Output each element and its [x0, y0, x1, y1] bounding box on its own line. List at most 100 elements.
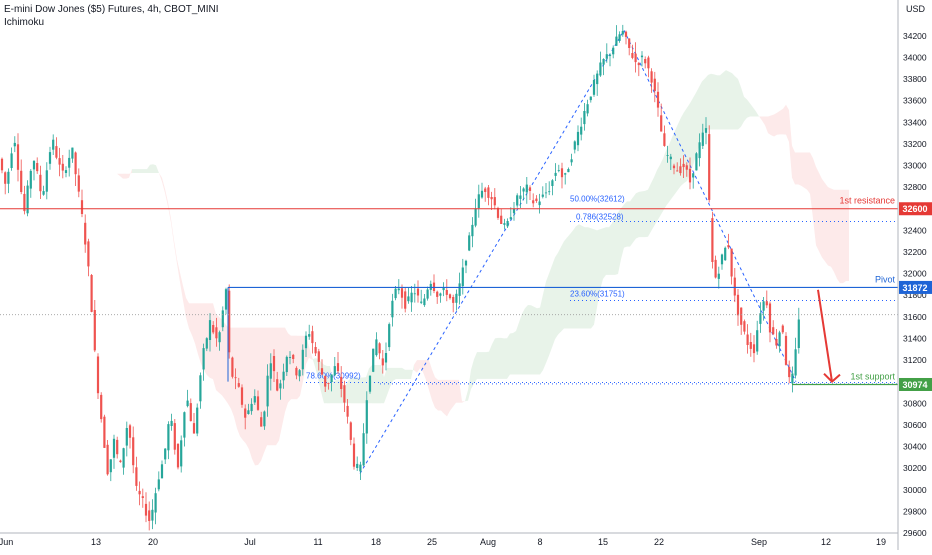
cloud-segment [345, 381, 348, 404]
cloud-segment [825, 183, 828, 266]
cloud-segment [660, 158, 663, 217]
cloud-segment [783, 104, 786, 135]
cloud-segment [126, 173, 129, 179]
cloud-segment [531, 305, 534, 375]
price-badge [899, 377, 932, 391]
candle-body [708, 134, 711, 200]
cloud-segment [504, 338, 507, 379]
candle-body [602, 59, 605, 65]
cloud-segment [609, 223, 612, 275]
candle-body [295, 367, 298, 376]
candle-body [490, 197, 493, 200]
candle-body [26, 185, 29, 214]
cloud-segment [564, 237, 567, 329]
candle-body [157, 479, 160, 490]
y-tick-label: 30600 [903, 420, 927, 430]
cloud-segment [165, 188, 168, 207]
cloud-segment [795, 152, 798, 185]
cloud-segment [435, 377, 438, 411]
y-tick-label: 31200 [903, 355, 927, 365]
cloud-segment [516, 322, 519, 375]
candle-body [4, 172, 7, 184]
candle-body [359, 464, 362, 472]
fib-label: 50.00%(32612) [570, 194, 625, 203]
candle-body [365, 400, 368, 434]
cloud-segment [123, 173, 126, 179]
y-tick-label: 31800 [903, 290, 927, 300]
cloud-segment [672, 130, 675, 198]
candle-body [426, 289, 429, 299]
candle-body [442, 287, 445, 291]
candle-body [682, 163, 685, 168]
candle-body [279, 383, 282, 389]
cloud-segment [573, 226, 576, 329]
candle-body [250, 403, 253, 412]
cloud-segment [741, 87, 744, 127]
cloud-segment [552, 257, 555, 348]
cloud-segment [843, 189, 846, 284]
cloud-segment [645, 189, 648, 238]
candle-body [663, 133, 666, 146]
candle-body [637, 63, 640, 66]
x-tick-label: Jul [244, 537, 256, 547]
candle-body [244, 408, 247, 418]
candle-body [23, 193, 26, 212]
cloud-segment [789, 110, 792, 178]
x-tick-label: 11 [313, 537, 322, 547]
cloud-segment [177, 259, 180, 283]
candle-body [634, 53, 637, 63]
candle-body [260, 417, 263, 427]
y-tick-label: 30000 [903, 485, 927, 495]
cloud-segment [432, 369, 435, 408]
cloud-segment [807, 152, 810, 194]
candles-layer [0, 24, 800, 531]
candle-body [336, 363, 340, 372]
candle-body [650, 71, 653, 83]
cloud-segment [351, 377, 354, 404]
candle-body [797, 319, 800, 348]
cloud-segment [450, 379, 453, 411]
cloud-segment [582, 225, 585, 329]
cloud-segment [384, 367, 387, 404]
cloud-segment [186, 297, 189, 329]
cloud-segment [348, 377, 351, 404]
cloud-segment [711, 73, 714, 130]
candle-body [320, 368, 324, 375]
candle-body [669, 156, 672, 160]
candle-body [791, 373, 794, 384]
candle-body [432, 282, 436, 291]
candle-body [468, 235, 471, 251]
cloud-segment [459, 379, 462, 403]
cloud-segment [315, 358, 318, 379]
cloud-segment [222, 319, 225, 400]
candle-body [212, 325, 215, 333]
cloud-segment [546, 273, 549, 363]
cloud-segment [261, 327, 264, 461]
candle-body [301, 349, 304, 370]
candle-body [535, 198, 538, 201]
cloud-segment [561, 241, 564, 332]
level-label: 1st resistance [839, 196, 895, 206]
cloud-segment [657, 164, 660, 222]
candle-body [656, 91, 660, 108]
x-tick-label: 18 [371, 537, 381, 547]
cloud-segment [834, 189, 837, 279]
cloud-segment [198, 303, 201, 364]
cloud-segment [696, 87, 699, 156]
x-tick-label: 15 [598, 537, 608, 547]
candle-body [599, 62, 602, 76]
candle-body [164, 448, 167, 460]
cloud-segment [648, 183, 651, 237]
candle-body [484, 188, 487, 192]
candle-body [749, 342, 752, 349]
cloud-segment [555, 252, 558, 340]
cloud-segment [786, 104, 789, 142]
candle-body [192, 423, 196, 434]
cloud-segment [642, 190, 645, 238]
cloud-segment [567, 234, 570, 329]
cloud-segment [129, 169, 132, 178]
x-tick-label: 8 [537, 537, 542, 547]
candle-body [452, 297, 455, 303]
cloud-segment [522, 308, 525, 375]
cloud-segment [618, 208, 621, 274]
